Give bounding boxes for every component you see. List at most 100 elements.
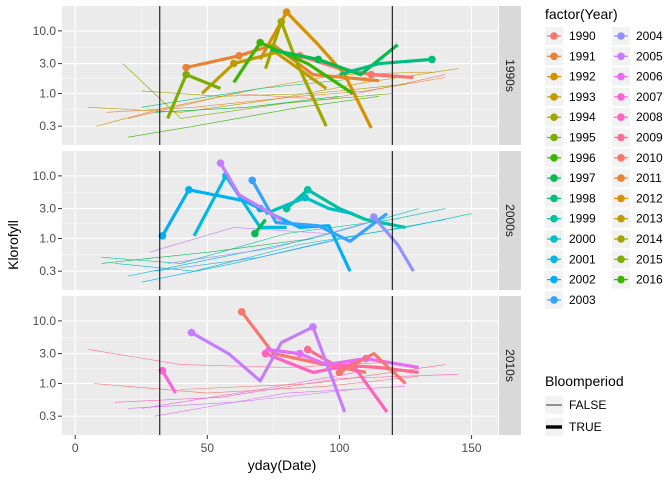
x-tick-label: 0 — [72, 441, 79, 455]
legend-label-year: 1995 — [569, 131, 596, 145]
data-point — [309, 323, 317, 331]
data-point — [335, 368, 344, 377]
y-tick-label: 1.0 — [39, 86, 56, 100]
legend-key-point — [617, 154, 625, 162]
legend-key-point — [550, 32, 558, 40]
legend-label-year: 1991 — [569, 49, 596, 63]
data-point — [182, 63, 190, 72]
data-point — [296, 349, 304, 358]
panel-1990s: 1990s — [62, 6, 521, 145]
series-line-bloom — [263, 20, 328, 127]
data-point — [158, 366, 167, 375]
panel-2010s: 2010s — [62, 296, 521, 435]
y-tick-label: 10.0 — [33, 169, 57, 183]
legend-label-year: 1996 — [569, 151, 596, 165]
legend-label-year: 2012 — [636, 191, 663, 205]
series-line-thin — [122, 63, 393, 119]
data-point — [428, 55, 436, 64]
data-point — [303, 185, 312, 194]
legend-key-point — [617, 255, 625, 264]
legend-linewidth-title: Bloomperiod — [545, 373, 624, 389]
y-tick-label: 0.3 — [39, 409, 56, 423]
y-tick-label: 0.3 — [39, 264, 56, 278]
series-line-bloom — [306, 348, 419, 374]
legend-key-point — [550, 113, 558, 121]
legend-label-year: 2002 — [569, 273, 596, 287]
legend-key-point — [550, 52, 558, 61]
legend-label-year: 2013 — [636, 212, 663, 226]
legend-key-point — [550, 235, 558, 243]
legend-key-point — [550, 214, 558, 223]
data-point — [248, 176, 257, 185]
series-line-bloom — [338, 352, 407, 385]
series-line-bloom — [161, 369, 177, 394]
legend-key-point — [550, 194, 558, 203]
data-point — [370, 213, 378, 221]
legend-key-point — [550, 174, 558, 182]
data-point — [182, 70, 190, 79]
legend-label-year: 2007 — [636, 90, 663, 104]
legend-label-year: 1999 — [569, 212, 596, 226]
series-line-bloom — [264, 352, 389, 413]
panels-layer: 1990s 2000s 2010s — [62, 6, 521, 435]
data-point — [237, 307, 246, 316]
data-point — [256, 38, 264, 47]
facet-strip-label: 1990s — [503, 59, 517, 92]
legend-key-point — [550, 275, 558, 284]
legend-label-year: 2003 — [569, 293, 596, 307]
y-tick-label: 3.0 — [39, 57, 56, 71]
legend: factor(Year) Bloomperiod 1990 1991 1992 199… — [545, 6, 663, 436]
series-line-thin — [128, 389, 353, 409]
data-point — [277, 17, 286, 26]
legend-label-bloomperiod: TRUE — [569, 420, 602, 434]
facet-strip — [499, 296, 521, 435]
legend-key-point — [617, 113, 625, 121]
legend-key-point — [617, 275, 625, 284]
data-point — [314, 55, 323, 64]
legend-key-point — [550, 296, 558, 304]
legend-key-point — [617, 235, 625, 243]
legend-key-point — [617, 52, 625, 61]
facet-strip — [499, 151, 521, 290]
legend-label-year: 2005 — [636, 49, 663, 63]
data-point — [282, 8, 291, 16]
legend-key-point — [617, 32, 625, 40]
series-line-bloom — [250, 179, 388, 243]
x-tick-label: 50 — [201, 441, 215, 455]
data-point — [158, 232, 167, 240]
x-tick-label: 100 — [329, 441, 349, 455]
facet-strip — [499, 6, 521, 145]
legend-key-point — [550, 72, 558, 81]
legend-label-year: 2008 — [636, 110, 663, 124]
series-line-bloom — [270, 43, 399, 77]
facet-strip-label: 2010s — [503, 349, 517, 382]
data-point — [185, 185, 193, 194]
legend-label-year: 2000 — [569, 232, 596, 246]
series-line-thin — [154, 386, 406, 417]
series-line-thin — [128, 96, 380, 138]
legend-label-year: 2001 — [569, 252, 596, 266]
legend-label-year: 2010 — [636, 151, 663, 165]
series-line-bloom — [339, 57, 433, 77]
legend-key-point — [617, 174, 625, 182]
series-line-thin — [149, 227, 327, 253]
legend-key-point — [617, 133, 625, 142]
data-point — [251, 229, 259, 238]
y-tick-label: 10.0 — [33, 314, 57, 328]
series-line-thin — [101, 208, 446, 264]
legend-label-year: 1994 — [569, 110, 596, 124]
legend-label-year: 2011 — [636, 171, 662, 185]
y-tick-label: 10.0 — [33, 24, 57, 38]
y-axis-title: Klorofyll — [5, 220, 21, 270]
y-tick-label: 3.0 — [39, 347, 56, 361]
series-line-bloom — [219, 162, 283, 221]
legend-label-year: 2006 — [636, 70, 663, 84]
series-line-thin — [167, 219, 380, 264]
data-point — [216, 159, 225, 167]
panel-background — [62, 296, 498, 435]
legend-label-year: 2016 — [636, 273, 663, 287]
series-line-thin — [128, 208, 419, 277]
legend-key-point — [617, 93, 625, 101]
data-point — [301, 193, 309, 202]
legend-key-point — [617, 214, 625, 223]
